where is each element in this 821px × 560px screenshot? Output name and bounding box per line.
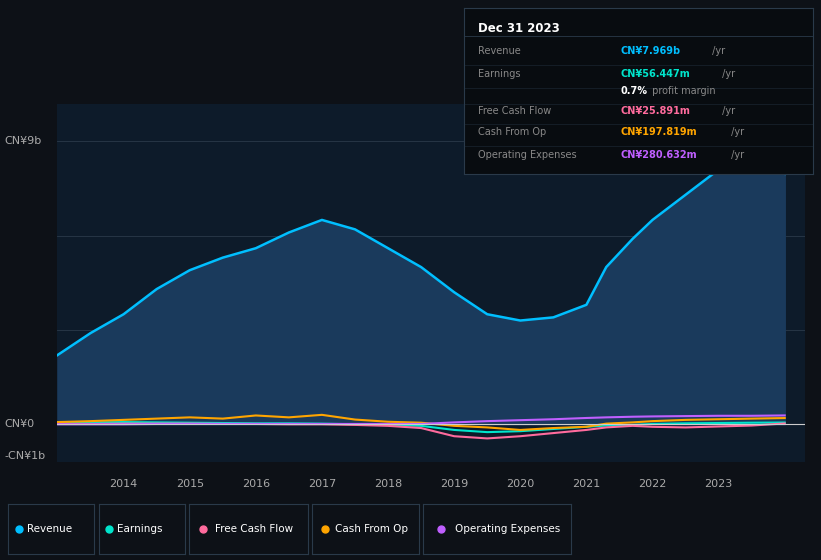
Text: Revenue: Revenue <box>27 524 72 534</box>
Text: 2019: 2019 <box>440 479 468 489</box>
Text: Operating Expenses: Operating Expenses <box>478 151 576 160</box>
Text: profit margin: profit margin <box>649 86 715 96</box>
Text: CN¥9b: CN¥9b <box>4 136 41 146</box>
Text: 2016: 2016 <box>241 479 270 489</box>
Text: 2021: 2021 <box>572 479 600 489</box>
Text: CN¥0: CN¥0 <box>4 419 34 430</box>
Text: Revenue: Revenue <box>478 46 521 57</box>
Text: /yr: /yr <box>728 127 745 137</box>
Text: CN¥7.969b: CN¥7.969b <box>621 46 681 57</box>
Text: /yr: /yr <box>718 69 735 80</box>
Text: 2018: 2018 <box>374 479 402 489</box>
Text: CN¥280.632m: CN¥280.632m <box>621 151 698 160</box>
Text: /yr: /yr <box>728 151 745 160</box>
Text: CN¥56.447m: CN¥56.447m <box>621 69 690 80</box>
Text: -CN¥1b: -CN¥1b <box>4 451 45 461</box>
Text: Cash From Op: Cash From Op <box>478 127 546 137</box>
Text: 2023: 2023 <box>704 479 733 489</box>
Text: 2015: 2015 <box>176 479 204 489</box>
Text: 2014: 2014 <box>109 479 138 489</box>
Text: 2022: 2022 <box>638 479 667 489</box>
Text: Cash From Op: Cash From Op <box>336 524 409 534</box>
Text: Earnings: Earnings <box>478 69 521 80</box>
Text: /yr: /yr <box>709 46 725 57</box>
Text: Free Cash Flow: Free Cash Flow <box>215 524 293 534</box>
Text: Free Cash Flow: Free Cash Flow <box>478 106 551 116</box>
Text: CN¥25.891m: CN¥25.891m <box>621 106 690 116</box>
Text: 2017: 2017 <box>308 479 336 489</box>
Text: CN¥197.819m: CN¥197.819m <box>621 127 698 137</box>
Text: 2020: 2020 <box>507 479 534 489</box>
Text: Dec 31 2023: Dec 31 2023 <box>478 22 560 35</box>
Text: /yr: /yr <box>718 106 735 116</box>
Text: 0.7%: 0.7% <box>621 86 648 96</box>
Text: Earnings: Earnings <box>117 524 163 534</box>
Text: Operating Expenses: Operating Expenses <box>456 524 561 534</box>
